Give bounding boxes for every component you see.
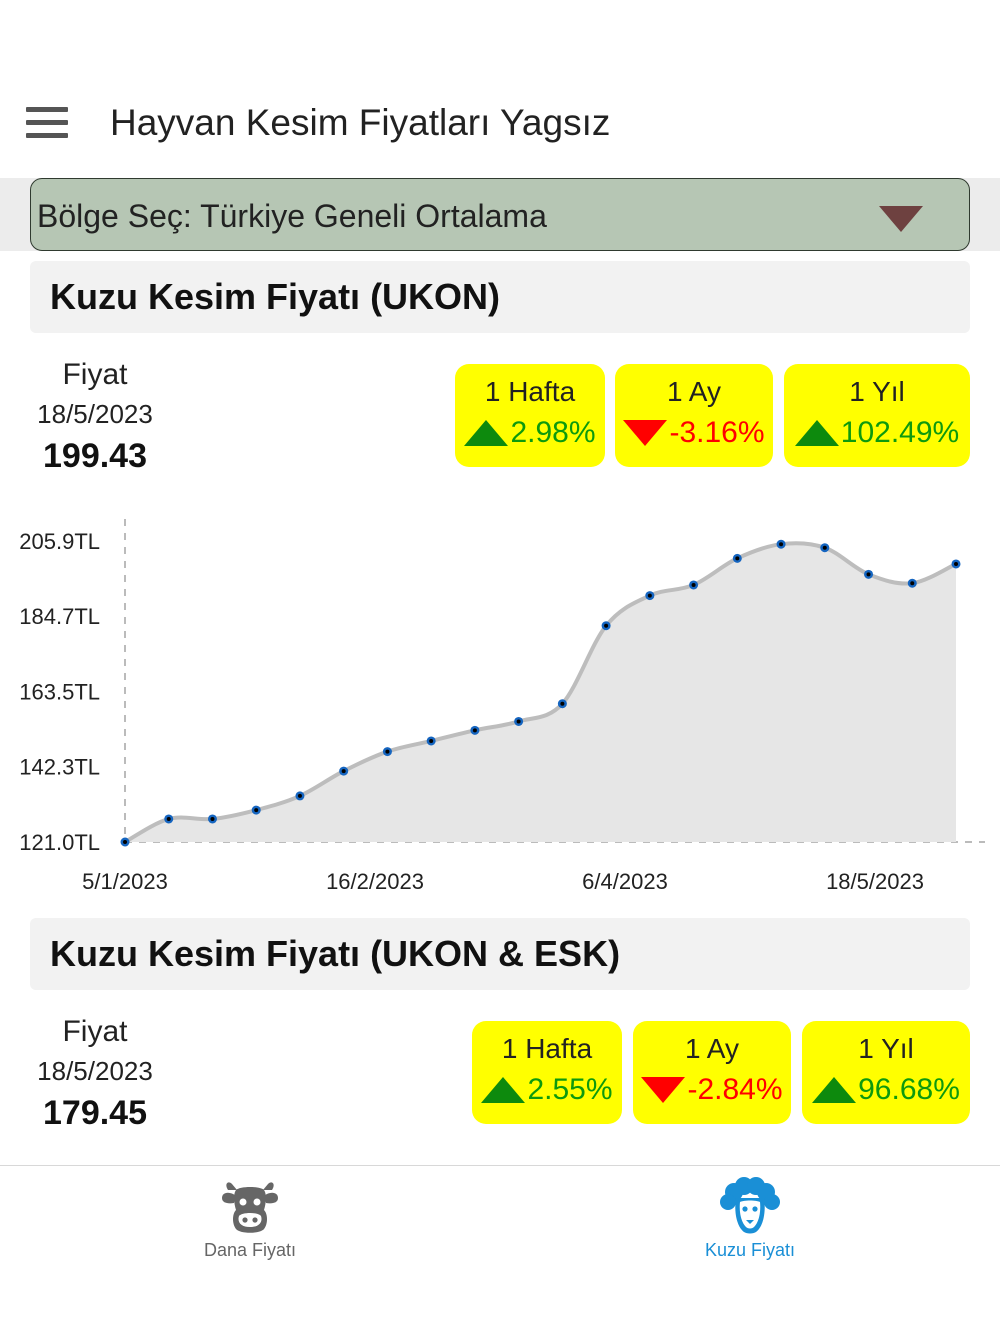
chart-point-center-9 bbox=[516, 719, 521, 724]
chart-point-center-1 bbox=[166, 816, 171, 821]
chart-point-center-6 bbox=[385, 749, 390, 754]
caret-down-icon bbox=[879, 206, 923, 232]
price-chart-svg: 205.9TL 184.7TL 163.5TL 142.3TL 121.0TL 5/1/2… bbox=[19, 519, 985, 894]
chart-point-center-10 bbox=[560, 701, 565, 706]
chart-point-center-15 bbox=[779, 542, 784, 547]
chart-point-center-0 bbox=[123, 840, 127, 844]
change-card-month[interactable]: 1 Ay -3.16% bbox=[615, 364, 773, 467]
region-dropdown-label: Bölge Seç: Türkiye Geneli Ortalama bbox=[37, 198, 547, 234]
section-header-ukon-esk: Kuzu Kesim Fiyatı (UKON & ESK) bbox=[30, 918, 970, 990]
chart-point-center-2 bbox=[210, 816, 215, 821]
region-strip: Bölge Seç: Türkiye Geneli Ortalama bbox=[0, 178, 1000, 251]
chart-point-center-16 bbox=[822, 545, 827, 550]
chart-point-center-3 bbox=[254, 808, 259, 813]
change-card-week[interactable]: 1 Hafta 2.55% bbox=[472, 1021, 622, 1124]
chart-point-center-17 bbox=[866, 572, 871, 577]
change-percent: 102.49% bbox=[840, 416, 960, 449]
change-period-label: 1 Hafta bbox=[484, 376, 576, 407]
price-date: 18/5/2023 bbox=[37, 1056, 153, 1086]
nav-item-label: Dana Fiyatı bbox=[203, 1240, 297, 1260]
menu-icon[interactable] bbox=[26, 107, 68, 141]
change-percent: 96.68% bbox=[858, 1073, 960, 1106]
y-tick-label: 184.7TL bbox=[19, 604, 100, 629]
price-chart: 205.9TL 184.7TL 163.5TL 142.3TL 121.0TL 5/1/2… bbox=[0, 517, 1000, 907]
section-header-ukon: Kuzu Kesim Fiyatı (UKON) bbox=[30, 261, 970, 333]
chart-point-center-19 bbox=[954, 561, 958, 566]
y-tick-label: 121.0TL bbox=[19, 830, 100, 855]
arrow-up-icon bbox=[794, 420, 839, 446]
cow-icon bbox=[222, 1182, 278, 1233]
arrow-up-icon bbox=[481, 1077, 526, 1103]
chart-point-center-12 bbox=[647, 593, 652, 598]
price-block-ukon: Fiyat 18/5/2023 199.43 bbox=[20, 358, 170, 478]
y-tick-label: 163.5TL bbox=[19, 679, 100, 704]
chart-point-center-8 bbox=[472, 728, 477, 733]
change-card-year[interactable]: 1 Yıl 96.68% bbox=[802, 1021, 970, 1124]
price-block-ukon-esk: Fiyat 18/5/2023 179.45 bbox=[20, 1015, 170, 1135]
chart-point-center-7 bbox=[429, 738, 434, 743]
change-card-month[interactable]: 1 Ay -2.84% bbox=[633, 1021, 791, 1124]
change-period-label: 1 Yıl bbox=[849, 376, 905, 407]
sheep-icon bbox=[720, 1177, 780, 1234]
change-card-year[interactable]: 1 Yıl 102.49% bbox=[784, 364, 970, 467]
change-period-label: 1 Yıl bbox=[858, 1033, 914, 1064]
nav-item-label: Kuzu Fiyatı bbox=[704, 1240, 796, 1260]
chart-area-fill bbox=[125, 543, 956, 842]
price-label: Fiyat bbox=[62, 358, 128, 391]
change-percent: 2.98% bbox=[510, 416, 596, 449]
chart-point-center-11 bbox=[604, 623, 609, 628]
price-date: 18/5/2023 bbox=[37, 399, 153, 429]
arrow-down-icon bbox=[641, 1077, 686, 1103]
arrow-up-icon bbox=[464, 420, 509, 446]
x-tick-label: 6/4/2023 bbox=[582, 869, 668, 894]
x-tick-label: 5/1/2023 bbox=[82, 869, 168, 894]
nav-item-kuzu[interactable]: Kuzu Fiyatı bbox=[500, 1166, 1000, 1276]
arrow-up-icon bbox=[812, 1077, 857, 1103]
arrow-down-icon bbox=[623, 420, 668, 446]
chart-series-line bbox=[124, 541, 957, 844]
x-tick-label: 18/5/2023 bbox=[826, 869, 924, 894]
region-dropdown[interactable]: Bölge Seç: Türkiye Geneli Ortalama bbox=[30, 178, 970, 251]
x-tick-label: 16/2/2023 bbox=[326, 869, 424, 894]
nav-item-dana[interactable]: Dana Fiyatı bbox=[0, 1166, 500, 1276]
change-percent: -2.84% bbox=[687, 1073, 783, 1106]
change-percent: -3.16% bbox=[669, 416, 765, 449]
change-percent: 2.55% bbox=[527, 1073, 613, 1106]
price-label: Fiyat bbox=[62, 1015, 128, 1048]
chart-point-center-5 bbox=[341, 769, 346, 774]
price-value: 179.45 bbox=[43, 1094, 147, 1132]
app-title: Hayvan Kesim Fiyatları Yagsız bbox=[110, 102, 611, 143]
chart-point-center-14 bbox=[735, 556, 740, 561]
change-period-label: 1 Ay bbox=[685, 1033, 739, 1064]
chart-point-center-4 bbox=[297, 793, 302, 798]
chart-point-center-18 bbox=[910, 581, 915, 586]
price-value: 199.43 bbox=[43, 437, 147, 475]
app-bar: Hayvan Kesim Fiyatları Yagsız bbox=[0, 80, 1000, 176]
change-period-label: 1 Hafta bbox=[501, 1033, 593, 1064]
section-title: Kuzu Kesim Fiyatı (UKON & ESK) bbox=[50, 933, 621, 974]
bottom-nav: Dana Fiyatı Kuzu Fiyatı bbox=[0, 1165, 1000, 1334]
chart-point-center-13 bbox=[691, 582, 696, 587]
change-period-label: 1 Ay bbox=[667, 376, 721, 407]
y-tick-label: 205.9TL bbox=[19, 529, 100, 554]
y-tick-label: 142.3TL bbox=[19, 754, 100, 779]
section-title: Kuzu Kesim Fiyatı (UKON) bbox=[50, 276, 501, 317]
change-card-week[interactable]: 1 Hafta 2.98% bbox=[455, 364, 605, 467]
